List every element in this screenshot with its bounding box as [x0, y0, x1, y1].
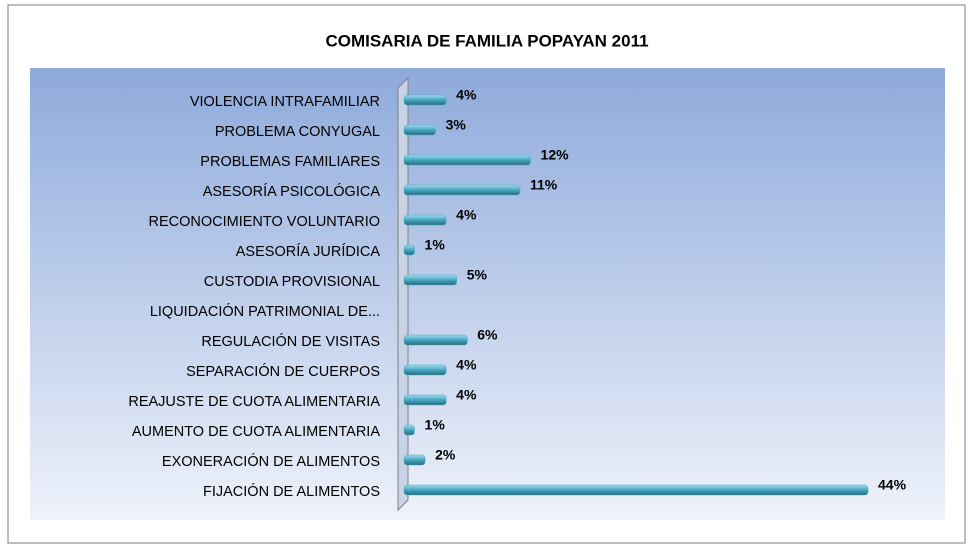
plot-area [30, 68, 945, 520]
data-label: 5% [467, 267, 488, 283]
bar [403, 454, 426, 466]
bar [403, 214, 447, 226]
bar [403, 154, 531, 166]
bar [403, 94, 447, 106]
data-label: 4% [456, 387, 477, 403]
y-tick-label: REAJUSTE DE CUOTA ALIMENTARIA [128, 394, 380, 410]
bar [403, 364, 447, 376]
axis-wall [397, 76, 409, 512]
bar [403, 484, 869, 496]
y-tick-label: LIQUIDACIÓN PATRIMONIAL DE... [150, 303, 380, 320]
bar [403, 334, 468, 346]
y-tick-label: PROBLEMA CONYUGAL [215, 124, 380, 140]
bar [403, 184, 521, 196]
y-tick-label: EXONERACIÓN DE ALIMENTOS [162, 453, 380, 470]
y-tick-label: VIOLENCIA INTRAFAMILIAR [190, 94, 380, 110]
y-tick-label: SEPARACIÓN DE CUERPOS [186, 363, 380, 380]
data-label: 4% [456, 207, 477, 223]
data-label: 12% [541, 147, 570, 163]
bar [403, 394, 447, 406]
bar [403, 124, 436, 136]
data-label: 11% [530, 177, 558, 193]
y-tick-label: PROBLEMAS FAMILIARES [200, 154, 380, 170]
y-tick-label: REGULACIÓN DE VISITAS [201, 333, 380, 350]
data-label: 1% [425, 237, 446, 253]
bar [403, 244, 415, 256]
data-label: 4% [456, 87, 477, 103]
bar [403, 424, 415, 436]
y-tick-label: ASESORÍA JURÍDICA [236, 243, 381, 260]
y-tick-label: CUSTODIA PROVISIONAL [204, 274, 380, 290]
data-label: 4% [456, 357, 477, 373]
y-tick-label: FIJACIÓN DE ALIMENTOS [203, 483, 380, 500]
data-label: 3% [446, 117, 467, 133]
chart-title: COMISARIA DE FAMILIA POPAYAN 2011 [325, 31, 648, 50]
y-tick-label: RECONOCIMIENTO VOLUNTARIO [149, 214, 380, 230]
y-tick-label: ASESORÍA PSICOLÓGICA [203, 183, 381, 200]
data-label: 44% [878, 477, 907, 493]
y-tick-label: AUMENTO DE CUOTA ALIMENTARIA [132, 424, 380, 440]
data-label: 2% [435, 447, 456, 463]
bar [403, 274, 457, 286]
data-label: 1% [425, 417, 446, 433]
data-label: 6% [477, 327, 498, 343]
